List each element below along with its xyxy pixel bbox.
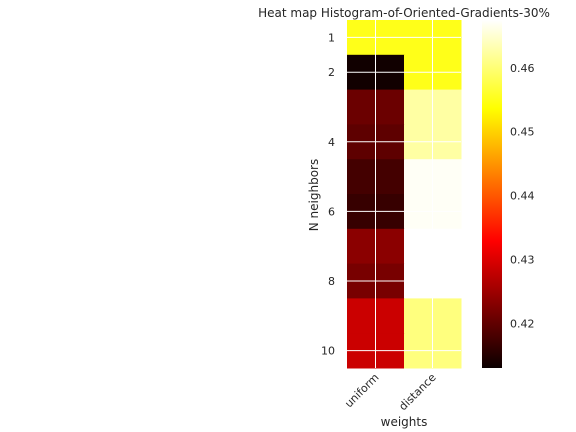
colorbar-tick-label: 0.45 — [510, 126, 535, 139]
x-axis-label: weights — [381, 415, 428, 429]
y-tick-label: 2 — [328, 66, 335, 79]
colorbar-tick-label: 0.46 — [510, 62, 535, 75]
colorbar-tick-label: 0.42 — [510, 317, 535, 330]
heatmap-grid — [347, 20, 461, 368]
y-tick-label: 1 — [328, 31, 335, 44]
x-tick-label: distance — [396, 371, 438, 413]
x-tick-labels: uniform distance — [342, 371, 439, 413]
y-tick-label: 10 — [321, 345, 335, 358]
y-tick-labels: 1 2 4 6 8 10 — [321, 31, 335, 357]
y-tick-label: 6 — [328, 205, 335, 218]
y-tick-label: 4 — [328, 136, 335, 149]
y-tick-label: 8 — [328, 275, 335, 288]
x-tick-label: uniform — [342, 371, 381, 410]
colorbar-tick-label: 0.43 — [510, 253, 535, 266]
colorbar-tick-labels: 0.42 0.43 0.44 0.45 0.46 — [510, 62, 535, 330]
y-axis-label: N neighbors — [307, 159, 321, 231]
colorbar — [482, 20, 502, 368]
chart-title: Heat map Histogram-of-Oriented-Gradients… — [258, 6, 550, 20]
colorbar-tick-label: 0.44 — [510, 190, 535, 203]
